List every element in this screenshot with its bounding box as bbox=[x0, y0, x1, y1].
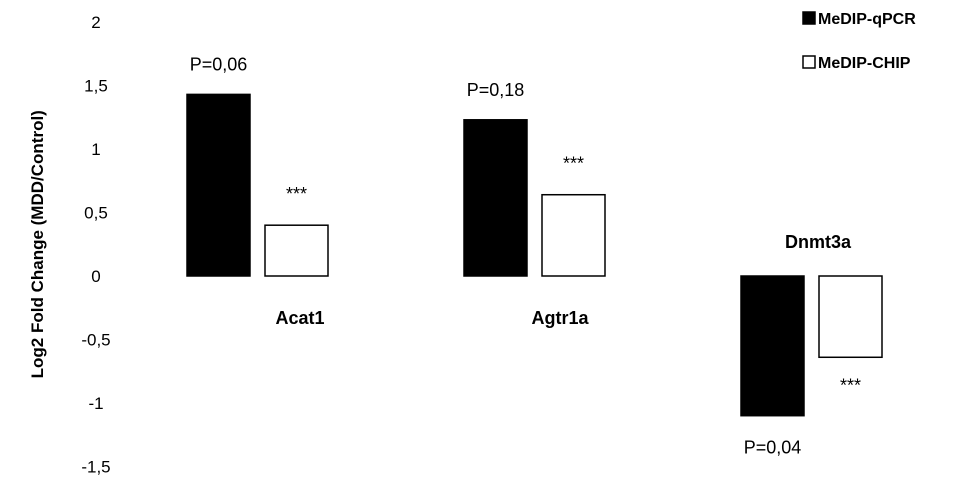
category-label-agtr1a: Agtr1a bbox=[531, 308, 589, 328]
y-tick-label: 1 bbox=[91, 140, 100, 159]
p-value-label: P=0,04 bbox=[744, 438, 802, 458]
y-tick-label: 1,5 bbox=[84, 77, 108, 96]
significance-label: *** bbox=[563, 154, 584, 174]
y-tick-label: 2 bbox=[91, 13, 100, 32]
bar-medip-chip-dnmt3a bbox=[818, 275, 883, 359]
legend-label-medip-qpcr: MeDIP-qPCR bbox=[818, 11, 916, 28]
p-value-label: P=0,06 bbox=[190, 54, 248, 74]
category-label-acat1: Acat1 bbox=[275, 308, 324, 328]
legend-swatch-medip-chip bbox=[802, 55, 816, 69]
significance-label: *** bbox=[286, 184, 307, 204]
y-tick-label: -1,5 bbox=[81, 458, 110, 477]
legend: MeDIP-qPCR MeDIP-CHIP bbox=[802, 11, 916, 72]
category-label-dnmt3a: Dnmt3a bbox=[785, 232, 852, 252]
y-axis-label: Log2 Fold Change (MDD/Control) bbox=[28, 110, 47, 378]
bars-group bbox=[186, 93, 883, 417]
y-tick-label: 0,5 bbox=[84, 204, 108, 223]
y-tick-label: -0,5 bbox=[81, 331, 110, 350]
labels-group: Acat1 P=0,06 *** Agtr1a P=0,18 *** Dnmt3a P=0,0… bbox=[190, 54, 861, 457]
bar-medip-chip-acat1 bbox=[264, 224, 329, 277]
bar-medip-qpcr-acat1 bbox=[186, 93, 251, 277]
bar-medip-qpcr-agtr1a bbox=[463, 119, 528, 277]
bar-medip-chip-agtr1a bbox=[541, 193, 606, 277]
p-value-label: P=0,18 bbox=[467, 80, 525, 100]
legend-label-medip-chip: MeDIP-CHIP bbox=[818, 55, 911, 72]
y-tick-label: 0 bbox=[91, 267, 100, 286]
legend-swatch-medip-qpcr bbox=[802, 11, 816, 25]
y-tick-label: -1 bbox=[88, 394, 103, 413]
y-axis-ticks: 2 1,5 1 0,5 0 -0,5 -1 -1,5 bbox=[81, 13, 110, 477]
bar-medip-qpcr-dnmt3a bbox=[740, 275, 805, 417]
significance-label: *** bbox=[840, 375, 861, 395]
